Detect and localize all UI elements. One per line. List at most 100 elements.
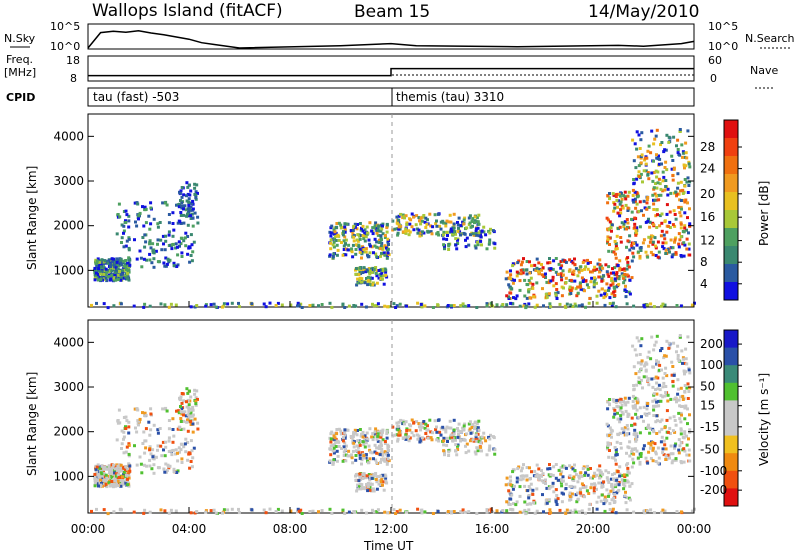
power-cell [342,230,345,234]
velocity-cell [678,334,682,337]
power-cell [510,287,514,291]
velocity-cell [188,399,192,403]
velocity-cell [605,476,609,480]
power-cell [676,172,680,176]
velocity-cell [405,429,409,432]
velocity-cell [350,453,354,457]
power-cell [605,270,609,274]
power-cell [401,230,405,234]
velocity-cell [182,427,186,431]
power-cell [165,203,169,207]
velocity-cell [126,477,129,481]
velocity-cell [505,500,509,504]
power-cell [673,240,676,244]
y-tick-label: 1000 [53,263,84,277]
velocity-cell [162,467,166,471]
power-cell [511,262,515,266]
power-cell [189,305,193,309]
velocity-cell [106,512,110,516]
power-cell [374,272,378,275]
power-cell [507,297,511,300]
x-tick-label: 04:00 [172,522,207,536]
power-cell [436,303,440,307]
power-cell [100,258,104,262]
velocity-cell [341,439,345,443]
velocity-cell [537,467,541,471]
x-tick-label: 00:00 [677,522,712,536]
velocity-cell [659,393,663,397]
velocity-cell [416,507,420,511]
velocity-cell [635,397,639,401]
power-cell [599,268,603,272]
velocity-cell [555,494,559,497]
colorbar-tick-label: 4 [700,277,708,291]
velocity-cell [651,448,655,452]
velocity-cell [449,433,453,437]
power-cell [335,222,339,225]
power-cell [618,225,622,229]
velocity-cell [592,489,596,493]
velocity-cell [169,449,173,453]
power-cell [640,209,643,213]
velocity-cell [631,394,635,398]
velocity-cell [333,436,337,440]
power-cell [638,225,642,229]
velocity-cell [341,508,345,512]
velocity-cell [383,459,387,463]
velocity-cell [424,422,428,426]
power-cell [661,170,665,174]
power-cell [652,202,656,206]
velocity-cell [662,453,666,457]
velocity-cell [554,499,558,503]
velocity-cell [573,469,577,473]
power-cell [127,237,131,241]
velocity-cell [545,501,549,505]
power-cell [660,162,663,166]
power-cell [632,182,636,186]
power-cell [658,214,662,218]
velocity-cell [639,344,643,348]
power-cell [636,250,640,254]
colorbar-band [724,246,738,265]
velocity-cell [159,508,163,512]
velocity-cell [630,482,634,486]
velocity-cell [638,431,642,435]
power-cell [523,278,527,282]
velocity-cell [119,479,123,483]
power-cell [355,227,359,231]
velocity-cell [397,424,401,428]
velocity-cell [100,467,104,471]
velocity-cell [372,474,376,478]
velocity-cell [485,508,489,512]
power-cell [337,238,341,242]
power-cell [392,302,396,306]
velocity-cell [518,485,522,489]
velocity-cell [671,452,675,456]
velocity-cell [657,368,661,372]
velocity-cell [491,435,495,439]
velocity-cell [609,477,613,481]
power-cell [605,216,609,220]
power-cell [358,279,361,283]
velocity-cell [623,426,627,430]
power-cell [569,278,573,282]
power-cell [230,301,234,305]
power-cell [598,270,602,274]
power-cell [398,223,402,227]
power-cell [393,227,397,231]
power-cell [356,223,359,226]
velocity-cell [677,359,681,362]
power-cell [100,261,104,265]
nsky-right-tick-bottom: 10^0 [708,40,738,53]
power-cell [192,240,196,244]
power-cell [395,215,399,219]
velocity-cell [93,482,97,486]
velocity-cell [448,419,452,423]
velocity-cell [646,377,650,381]
power-cell [195,304,199,307]
power-cell [648,240,652,244]
power-cell [331,243,335,247]
velocity-cell [493,448,497,452]
power-cell [478,230,482,234]
power-cell [102,302,106,306]
